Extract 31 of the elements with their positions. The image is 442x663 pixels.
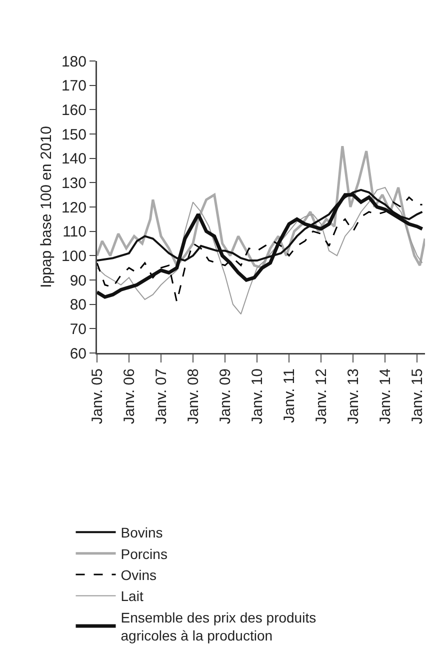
x-tick-label: Janv. 15 bbox=[408, 368, 426, 424]
x-tick-label: Janv. 07 bbox=[152, 368, 170, 424]
y-tick-label: 100 bbox=[61, 248, 86, 265]
legend-label: Ovins bbox=[120, 566, 157, 583]
x-tick-label: Janv. 09 bbox=[216, 368, 234, 424]
x-tick-label: Janv. 13 bbox=[344, 368, 362, 424]
y-axis-title: Ippap base 100 en 2010 bbox=[38, 126, 55, 288]
y-tick-label: 70 bbox=[70, 320, 86, 338]
x-tick-label: Janv. 10 bbox=[248, 368, 266, 424]
y-tick-label: 170 bbox=[61, 78, 86, 95]
x-tick-label: Janv. 11 bbox=[280, 368, 298, 423]
y-tick-label: 130 bbox=[61, 174, 86, 192]
x-tick-label: Janv. 12 bbox=[312, 368, 330, 424]
x-tick-label: Janv. 08 bbox=[184, 368, 202, 424]
y-tick-label: 110 bbox=[62, 224, 86, 241]
x-tick-label: Janv. 06 bbox=[120, 368, 138, 424]
y-tick-label: 90 bbox=[70, 272, 86, 290]
y-tick-label: 120 bbox=[61, 199, 86, 216]
y-tick-label: 180 bbox=[61, 53, 86, 70]
y-tick-label: 160 bbox=[61, 102, 86, 119]
x-tick-label: Janv. 14 bbox=[376, 368, 394, 424]
legend-label: Ensemble des prix des produits agricoles à la production bbox=[120, 609, 316, 644]
legend-label: Lait bbox=[120, 588, 144, 604]
line-series bbox=[97, 187, 423, 315]
y-tick-label: 80 bbox=[70, 296, 86, 314]
x-tick-label: Janv. 05 bbox=[88, 368, 106, 424]
y-tick-label: 150 bbox=[61, 126, 86, 144]
legend-label: Porcins bbox=[120, 546, 168, 562]
legend-label: Bovins bbox=[120, 524, 163, 541]
y-tick-label: 60 bbox=[70, 345, 86, 362]
y-tick-label: 140 bbox=[61, 150, 86, 168]
